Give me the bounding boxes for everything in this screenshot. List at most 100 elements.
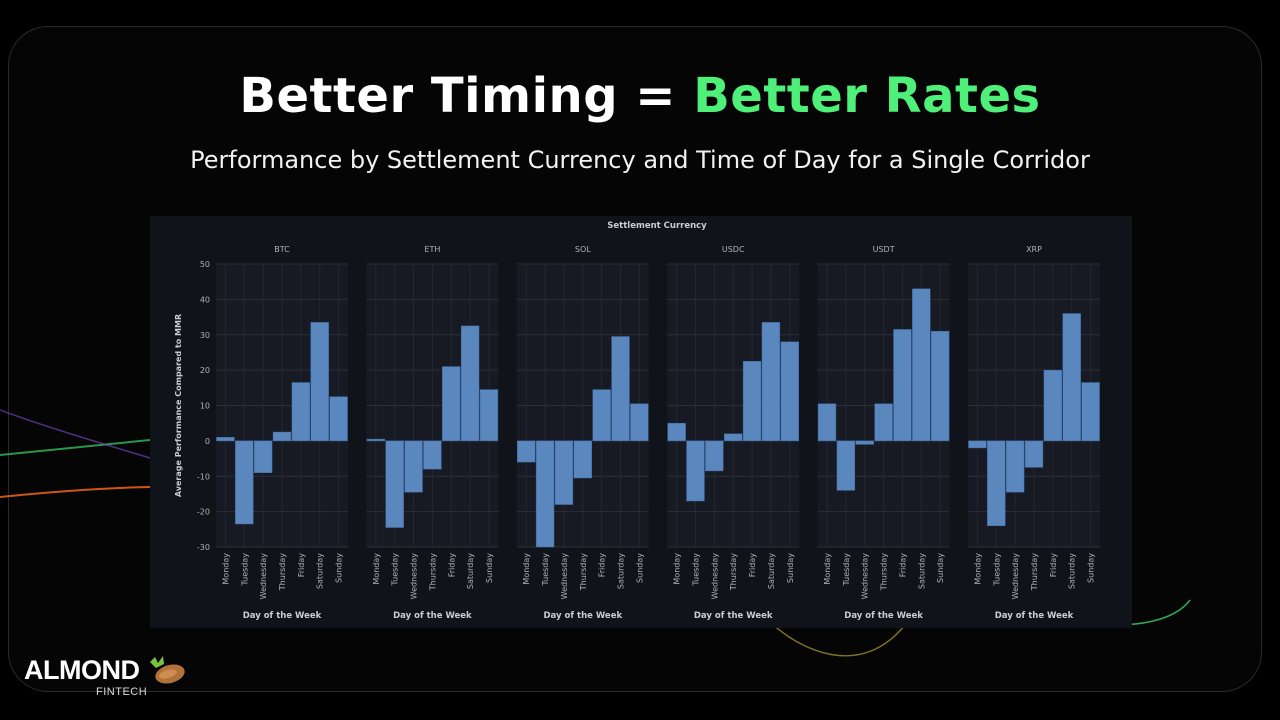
x-tick-label: Wednesday	[259, 553, 268, 600]
bar-usdt-monday	[817, 403, 837, 442]
x-tick-label: Monday	[823, 553, 832, 585]
bar-usdc-wednesday	[705, 440, 724, 472]
bar-sol-monday	[517, 440, 536, 463]
bar-btc-sunday	[329, 396, 348, 442]
bar-sol-tuesday	[535, 440, 555, 548]
x-tick-label: Saturday	[466, 553, 475, 589]
x-tick-label: Sunday	[1087, 553, 1096, 583]
faceted-bar-chart: Settlement Currency Average Performance C…	[174, 221, 1100, 621]
bar-xrp-saturday	[1062, 313, 1081, 442]
facet-label-usdt: USDT	[873, 245, 895, 254]
x-tick-label: Saturday	[316, 553, 325, 589]
x-tick-label: Monday	[372, 553, 381, 585]
x-tick-label: Wednesday	[710, 553, 719, 600]
facet-label-usdc: USDC	[722, 245, 745, 254]
bar-usdc-saturday	[761, 322, 781, 442]
x-tick-label: Sunday	[786, 553, 795, 583]
y-tick-label: 30	[200, 331, 210, 340]
bar-xrp-tuesday	[987, 440, 1006, 527]
y-tick-label: 10	[200, 402, 210, 411]
bar-xrp-wednesday	[1005, 440, 1025, 493]
x-tick-label: Tuesday	[691, 553, 700, 587]
bar-eth-friday	[442, 366, 461, 442]
bar-usdt-wednesday	[855, 440, 874, 445]
x-tick-label: Thursday	[278, 553, 287, 591]
bar-btc-thursday	[272, 431, 292, 442]
bar-eth-thursday	[423, 440, 442, 470]
x-tick-label: Sunday	[335, 553, 344, 583]
x-tick-label: Monday	[973, 553, 982, 585]
slide-subtitle: Performance by Settlement Currency and T…	[190, 146, 1090, 174]
bar-usdc-tuesday	[686, 440, 705, 502]
bar-sol-sunday	[630, 403, 649, 442]
x-tick-label: Sunday	[635, 553, 644, 583]
x-tick-label: Wednesday	[410, 553, 419, 600]
facet-label-eth: ETH	[424, 245, 440, 254]
x-axis-label: Day of the Week	[243, 611, 322, 621]
bar-eth-tuesday	[385, 440, 404, 528]
bar-eth-monday	[366, 438, 386, 442]
x-axis-label: Day of the Week	[844, 611, 923, 621]
bar-sol-thursday	[573, 440, 592, 479]
bar-eth-wednesday	[404, 440, 423, 493]
x-tick-label: Wednesday	[861, 553, 870, 600]
x-tick-label: Monday	[522, 553, 531, 585]
x-tick-label: Saturday	[617, 553, 626, 589]
y-tick-label: 0	[205, 437, 210, 446]
x-tick-label: Tuesday	[992, 553, 1001, 587]
x-tick-label: Tuesday	[842, 553, 851, 587]
x-tick-label: Saturday	[1068, 553, 1077, 589]
y-tick-label: -30	[197, 543, 210, 552]
logo-wordmark: ALMOND	[24, 655, 140, 685]
bar-usdc-friday	[742, 361, 762, 442]
x-tick-label: Thursday	[428, 553, 437, 591]
x-axis-label: Day of the Week	[543, 611, 622, 621]
title-part-2: Better Rates	[693, 68, 1041, 124]
x-tick-label: Sunday	[936, 553, 945, 583]
x-tick-label: Friday	[297, 553, 306, 578]
x-axis-label: Day of the Week	[995, 611, 1074, 621]
logo-tagline: FINTECH	[96, 686, 148, 698]
x-tick-label: Thursday	[1030, 553, 1039, 591]
y-tick-label: 50	[200, 260, 210, 269]
facet-label-btc: BTC	[274, 245, 290, 254]
x-axis-label: Day of the Week	[393, 611, 472, 621]
y-tick-label: 20	[200, 366, 210, 375]
bar-usdc-monday	[667, 422, 686, 442]
bar-xrp-friday	[1043, 369, 1063, 442]
bar-sol-friday	[592, 389, 611, 442]
x-tick-label: Thursday	[880, 553, 889, 591]
x-tick-label: Tuesday	[240, 553, 249, 587]
y-axis-label: Average Performance Compared to MMR	[174, 314, 183, 497]
x-tick-label: Friday	[898, 553, 907, 578]
y-tick-label: -20	[197, 508, 210, 517]
x-axis-label: Day of the Week	[694, 611, 773, 621]
x-tick-label: Thursday	[729, 553, 738, 591]
slide-title: Better Timing = Better Rates	[0, 68, 1280, 124]
x-tick-label: Sunday	[485, 553, 494, 583]
bar-usdt-sunday	[930, 330, 950, 442]
x-tick-label: Thursday	[579, 553, 588, 591]
bar-usdt-thursday	[874, 403, 893, 442]
y-tick-label: 40	[200, 295, 210, 304]
bar-xrp-thursday	[1024, 440, 1044, 468]
x-tick-label: Tuesday	[541, 553, 550, 587]
bar-btc-tuesday	[235, 440, 254, 525]
title-part-1: Better Timing =	[239, 68, 694, 124]
x-tick-label: Tuesday	[391, 553, 400, 587]
x-tick-label: Friday	[447, 553, 456, 578]
chart-title: Settlement Currency	[607, 221, 707, 231]
bar-usdt-saturday	[912, 288, 931, 442]
x-tick-label: Friday	[598, 553, 607, 578]
bar-xrp-monday	[968, 440, 987, 449]
bar-sol-wednesday	[554, 440, 574, 505]
x-tick-label: Monday	[673, 553, 682, 585]
facet-label-sol: SOL	[575, 245, 591, 254]
x-tick-label: Friday	[748, 553, 757, 578]
bar-btc-wednesday	[253, 440, 273, 473]
almond-leaf-icon	[150, 656, 185, 684]
x-tick-label: Saturday	[917, 553, 926, 589]
bar-btc-monday	[216, 437, 235, 442]
x-tick-label: Wednesday	[560, 553, 569, 600]
bar-usdt-friday	[893, 329, 912, 442]
